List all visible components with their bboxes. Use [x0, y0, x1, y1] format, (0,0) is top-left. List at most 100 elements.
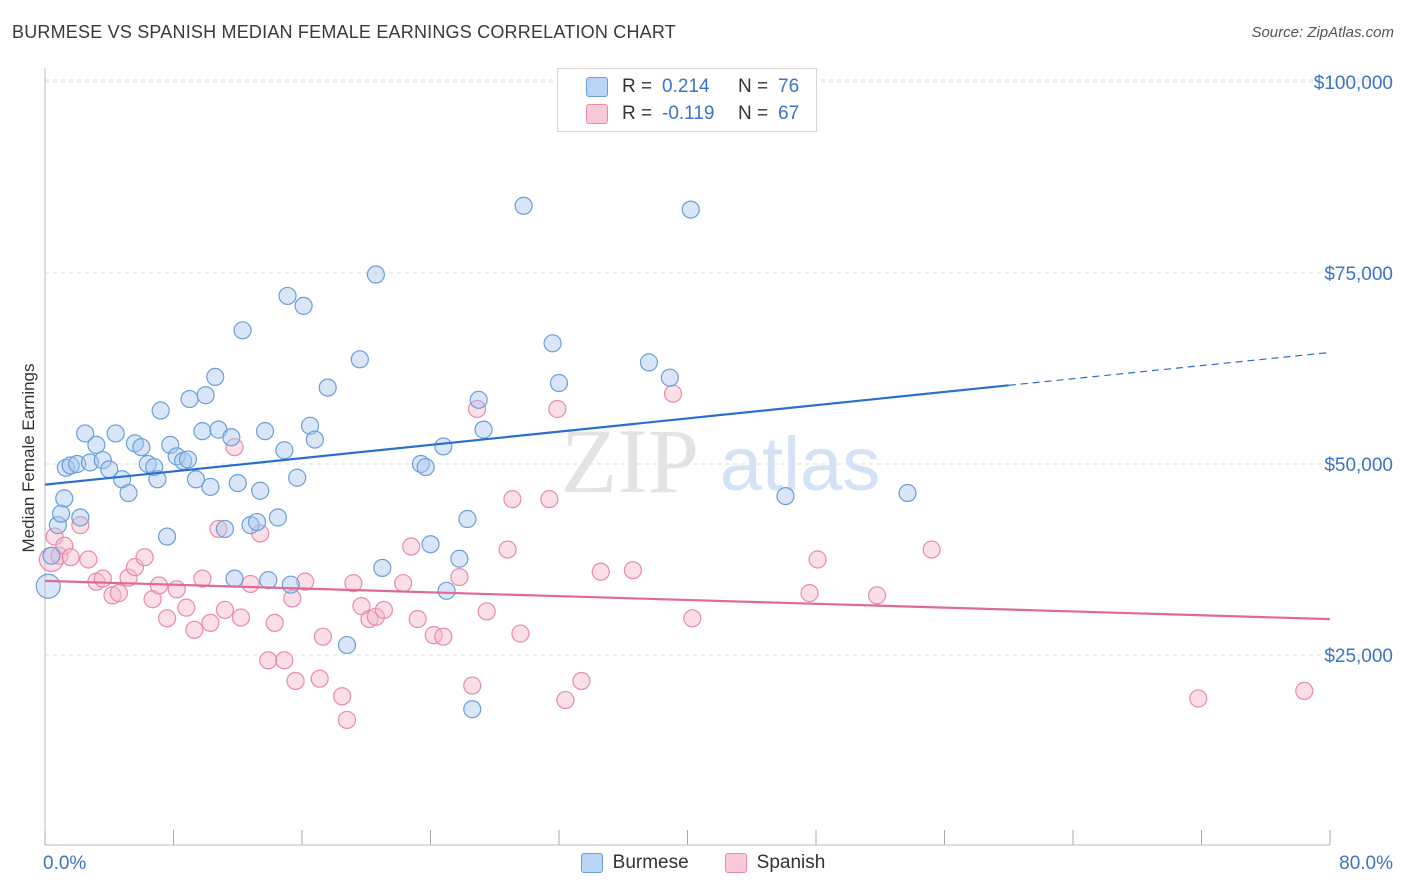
- x-tick-label-min: 0.0%: [43, 853, 86, 874]
- burmese-point: [51, 504, 71, 523]
- legend-n-value: 76: [778, 76, 800, 97]
- burmese-point: [458, 509, 477, 529]
- spanish-point: [157, 609, 177, 628]
- spanish-point: [352, 597, 371, 616]
- burmese-point: [193, 422, 212, 441]
- burmese-point: [215, 519, 234, 539]
- spanish-point: [402, 537, 421, 556]
- spanish-point: [313, 627, 332, 646]
- burmese-point: [776, 486, 795, 506]
- spanish-point: [241, 574, 260, 594]
- burmese-point: [318, 378, 337, 397]
- spanish-point: [503, 490, 522, 509]
- spanish-point: [55, 536, 74, 555]
- spanish-point: [177, 598, 196, 617]
- burmese-point: [549, 373, 569, 393]
- burmese-point: [132, 438, 151, 457]
- spanish-point: [591, 562, 610, 581]
- spanish-point: [93, 569, 112, 588]
- spanish-point: [61, 548, 80, 567]
- burmese-point: [87, 435, 106, 454]
- legend-item-spanish[interactable]: Spanish: [724, 852, 825, 874]
- burmese-point: [35, 573, 61, 599]
- spanish-point: [434, 627, 453, 646]
- spanish-point: [185, 620, 204, 639]
- burmese-point: [275, 441, 294, 460]
- spanish-point: [333, 687, 352, 706]
- burmese-point: [305, 430, 324, 449]
- burmese-point: [151, 401, 170, 420]
- y-tick-label: $25,000: [1324, 646, 1393, 667]
- spanish-point: [498, 540, 517, 559]
- spanish-point: [209, 519, 228, 539]
- spanish-trend-line: [44, 579, 1331, 621]
- burmese-point: [450, 549, 469, 568]
- burmese-point: [119, 483, 138, 503]
- burmese-point: [514, 196, 533, 215]
- burmese-point: [411, 454, 430, 474]
- spanish-point: [623, 561, 642, 580]
- legend-row-spanish: R = -0.119 N = 67: [586, 101, 799, 127]
- spanish-point: [394, 574, 413, 593]
- spanish-point: [683, 609, 702, 628]
- burmese-point: [180, 389, 199, 409]
- spanish-point: [71, 516, 90, 535]
- legend-row-burmese: R = 0.214 N = 76: [586, 74, 799, 100]
- burmese-point: [161, 435, 180, 454]
- legend-r-value: 0.214: [662, 76, 710, 97]
- burmese-point: [437, 581, 456, 600]
- spanish-point: [344, 574, 363, 593]
- burmese-point: [434, 437, 453, 456]
- burmese-point: [268, 508, 288, 527]
- watermark: ZIP atlas: [561, 410, 880, 512]
- burmese-point: [416, 457, 435, 477]
- y-tick-label: $50,000: [1324, 455, 1393, 476]
- burmese-point: [222, 428, 241, 447]
- burmese-point: [463, 700, 482, 719]
- burmese-point: [55, 489, 74, 508]
- burmese-point: [639, 353, 659, 372]
- legend-item-burmese[interactable]: Burmese: [580, 852, 689, 874]
- burmese-point: [373, 558, 392, 578]
- spanish-points: [38, 384, 1314, 730]
- spanish-point: [231, 608, 251, 627]
- burmese-point: [259, 571, 278, 590]
- spanish-point: [259, 651, 278, 670]
- spanish-point: [540, 490, 559, 509]
- spanish-point: [663, 384, 683, 403]
- spanish-point: [286, 671, 305, 691]
- burmese-point: [228, 474, 247, 493]
- grid-lines: [45, 79, 1392, 656]
- watermark-atlas: atlas: [720, 422, 881, 507]
- spanish-point: [310, 669, 329, 688]
- burmese-point: [196, 386, 215, 405]
- spanish-point: [167, 580, 186, 599]
- spanish-point: [109, 584, 128, 603]
- spanish-point: [463, 676, 482, 695]
- spanish-point: [556, 690, 575, 710]
- burmese-point: [681, 200, 700, 219]
- burmese-point: [71, 508, 90, 527]
- burmese-point: [206, 367, 225, 387]
- burmese-point: [543, 334, 562, 353]
- spanish-point: [275, 651, 294, 670]
- burmese-point: [660, 368, 679, 387]
- watermark-zip: ZIP: [561, 410, 699, 512]
- legend-r-value: -0.119: [662, 103, 715, 124]
- spanish-point: [79, 550, 98, 569]
- spanish-point: [808, 550, 827, 569]
- burmese-point: [898, 483, 917, 503]
- burmese-trend-line: [44, 384, 1009, 486]
- spanish-legend-swatch: [724, 853, 747, 873]
- burmese-legend-label: Burmese: [612, 852, 689, 873]
- burmese-point: [350, 350, 369, 369]
- burmese-trend-extension: [1008, 351, 1331, 386]
- spanish-point: [265, 613, 284, 633]
- spanish-point: [1189, 689, 1208, 708]
- spanish-point: [572, 671, 591, 691]
- burmese-legend-swatch: [580, 853, 603, 873]
- axes: [44, 68, 1331, 846]
- burmese-point: [233, 321, 252, 340]
- trend-lines: [44, 351, 1331, 621]
